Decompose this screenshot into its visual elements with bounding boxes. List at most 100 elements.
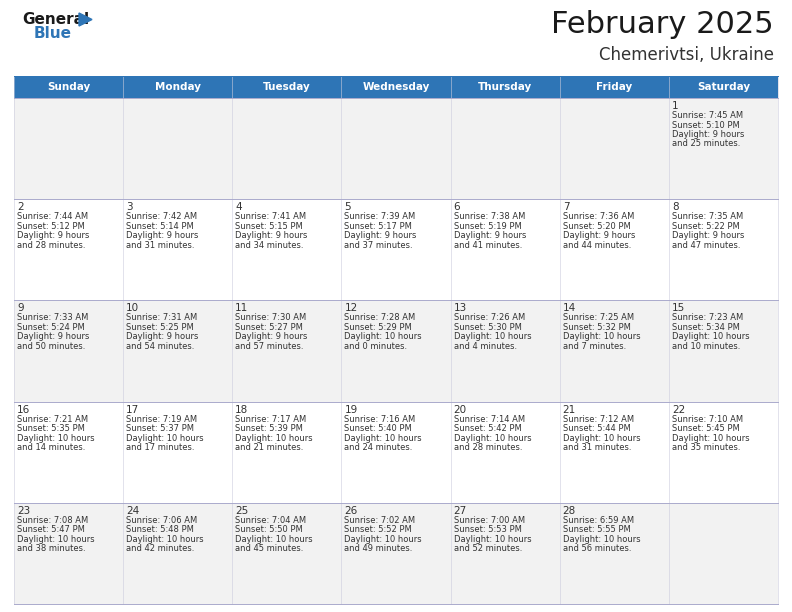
Text: 17: 17 [126, 405, 139, 414]
Text: Sunset: 5:48 PM: Sunset: 5:48 PM [126, 525, 194, 534]
Text: Sunrise: 7:10 AM: Sunrise: 7:10 AM [672, 414, 743, 424]
Text: Daylight: 9 hours: Daylight: 9 hours [126, 332, 199, 341]
Text: and 37 minutes.: and 37 minutes. [345, 241, 413, 250]
Text: Daylight: 10 hours: Daylight: 10 hours [345, 433, 422, 442]
Text: Sunset: 5:35 PM: Sunset: 5:35 PM [17, 424, 85, 433]
Bar [14, 76, 778, 98]
Text: and 52 minutes.: and 52 minutes. [454, 544, 522, 553]
Text: Chemerivtsi, Ukraine: Chemerivtsi, Ukraine [599, 46, 774, 64]
Text: Sunset: 5:50 PM: Sunset: 5:50 PM [235, 525, 303, 534]
Text: Sunrise: 7:44 AM: Sunrise: 7:44 AM [17, 212, 88, 221]
Text: Sunrise: 7:41 AM: Sunrise: 7:41 AM [235, 212, 307, 221]
Polygon shape [79, 13, 92, 26]
Text: 27: 27 [454, 506, 466, 516]
Text: Sunrise: 7:17 AM: Sunrise: 7:17 AM [235, 414, 307, 424]
Text: and 54 minutes.: and 54 minutes. [126, 342, 195, 351]
Text: 3: 3 [126, 202, 133, 212]
Text: 20: 20 [454, 405, 466, 414]
Text: 6: 6 [454, 202, 460, 212]
Text: and 31 minutes.: and 31 minutes. [126, 241, 195, 250]
Text: 18: 18 [235, 405, 249, 414]
Text: Sunrise: 7:12 AM: Sunrise: 7:12 AM [562, 414, 634, 424]
Text: and 57 minutes.: and 57 minutes. [235, 342, 304, 351]
Text: 2: 2 [17, 202, 24, 212]
Text: 9: 9 [17, 304, 24, 313]
Text: Daylight: 9 hours: Daylight: 9 hours [454, 231, 526, 240]
Text: 28: 28 [562, 506, 576, 516]
Text: 13: 13 [454, 304, 466, 313]
Text: Sunset: 5:34 PM: Sunset: 5:34 PM [672, 323, 740, 332]
Text: Sunrise: 7:31 AM: Sunrise: 7:31 AM [126, 313, 197, 323]
Text: and 41 minutes.: and 41 minutes. [454, 241, 522, 250]
Text: Sunset: 5:42 PM: Sunset: 5:42 PM [454, 424, 521, 433]
Text: Sunrise: 7:39 AM: Sunrise: 7:39 AM [345, 212, 416, 221]
Text: Sunset: 5:15 PM: Sunset: 5:15 PM [235, 222, 303, 231]
Text: 12: 12 [345, 304, 358, 313]
Text: 15: 15 [672, 304, 685, 313]
Text: Sunrise: 7:30 AM: Sunrise: 7:30 AM [235, 313, 307, 323]
Text: and 44 minutes.: and 44 minutes. [562, 241, 631, 250]
Text: Sunset: 5:30 PM: Sunset: 5:30 PM [454, 323, 521, 332]
Text: Monday: Monday [154, 82, 200, 92]
Text: Daylight: 9 hours: Daylight: 9 hours [672, 130, 744, 139]
Text: 1: 1 [672, 101, 679, 111]
Text: and 50 minutes.: and 50 minutes. [17, 342, 86, 351]
Text: Sunrise: 7:23 AM: Sunrise: 7:23 AM [672, 313, 743, 323]
Text: Daylight: 10 hours: Daylight: 10 hours [345, 535, 422, 544]
Text: and 56 minutes.: and 56 minutes. [562, 544, 631, 553]
Text: 4: 4 [235, 202, 242, 212]
Text: Daylight: 10 hours: Daylight: 10 hours [454, 535, 531, 544]
Text: 11: 11 [235, 304, 249, 313]
Text: Daylight: 10 hours: Daylight: 10 hours [235, 433, 313, 442]
Text: Friday: Friday [596, 82, 632, 92]
Text: Sunrise: 7:04 AM: Sunrise: 7:04 AM [235, 516, 307, 525]
Text: and 17 minutes.: and 17 minutes. [126, 443, 195, 452]
Text: Thursday: Thursday [478, 82, 532, 92]
Text: Sunset: 5:32 PM: Sunset: 5:32 PM [562, 323, 630, 332]
Text: Sunday: Sunday [47, 82, 90, 92]
Text: Sunrise: 7:45 AM: Sunrise: 7:45 AM [672, 111, 743, 120]
Text: 25: 25 [235, 506, 249, 516]
Text: Tuesday: Tuesday [263, 82, 310, 92]
Text: 10: 10 [126, 304, 139, 313]
Text: Sunset: 5:52 PM: Sunset: 5:52 PM [345, 525, 412, 534]
Text: Daylight: 10 hours: Daylight: 10 hours [126, 535, 204, 544]
Text: and 35 minutes.: and 35 minutes. [672, 443, 741, 452]
Text: 21: 21 [562, 405, 576, 414]
Text: and 4 minutes.: and 4 minutes. [454, 342, 516, 351]
Text: General: General [22, 12, 89, 27]
Text: Sunset: 5:22 PM: Sunset: 5:22 PM [672, 222, 740, 231]
Text: and 25 minutes.: and 25 minutes. [672, 140, 741, 149]
Text: Sunrise: 7:19 AM: Sunrise: 7:19 AM [126, 414, 197, 424]
Text: Sunrise: 7:16 AM: Sunrise: 7:16 AM [345, 414, 416, 424]
Text: Daylight: 9 hours: Daylight: 9 hours [126, 231, 199, 240]
Text: Sunset: 5:37 PM: Sunset: 5:37 PM [126, 424, 194, 433]
Text: and 49 minutes.: and 49 minutes. [345, 544, 413, 553]
Text: Sunset: 5:10 PM: Sunset: 5:10 PM [672, 121, 740, 130]
Text: Saturday: Saturday [697, 82, 750, 92]
Text: 24: 24 [126, 506, 139, 516]
Text: Daylight: 10 hours: Daylight: 10 hours [562, 535, 641, 544]
Text: Sunset: 5:19 PM: Sunset: 5:19 PM [454, 222, 521, 231]
Text: Daylight: 10 hours: Daylight: 10 hours [672, 433, 749, 442]
Text: Sunrise: 7:21 AM: Sunrise: 7:21 AM [17, 414, 88, 424]
Text: and 0 minutes.: and 0 minutes. [345, 342, 408, 351]
Text: 26: 26 [345, 506, 358, 516]
Text: Daylight: 9 hours: Daylight: 9 hours [562, 231, 635, 240]
Text: and 34 minutes.: and 34 minutes. [235, 241, 304, 250]
Text: and 42 minutes.: and 42 minutes. [126, 544, 195, 553]
Bar [14, 503, 778, 604]
Text: Daylight: 10 hours: Daylight: 10 hours [672, 332, 749, 341]
Text: Sunrise: 7:00 AM: Sunrise: 7:00 AM [454, 516, 524, 525]
Text: Sunset: 5:39 PM: Sunset: 5:39 PM [235, 424, 303, 433]
Text: Sunrise: 7:25 AM: Sunrise: 7:25 AM [562, 313, 634, 323]
Text: Sunset: 5:25 PM: Sunset: 5:25 PM [126, 323, 194, 332]
Text: Daylight: 10 hours: Daylight: 10 hours [454, 433, 531, 442]
Text: Sunrise: 7:28 AM: Sunrise: 7:28 AM [345, 313, 416, 323]
Text: Sunrise: 7:02 AM: Sunrise: 7:02 AM [345, 516, 416, 525]
Text: Daylight: 10 hours: Daylight: 10 hours [126, 433, 204, 442]
Text: Daylight: 10 hours: Daylight: 10 hours [562, 332, 641, 341]
Text: Daylight: 10 hours: Daylight: 10 hours [562, 433, 641, 442]
Text: 22: 22 [672, 405, 685, 414]
Text: Daylight: 9 hours: Daylight: 9 hours [672, 231, 744, 240]
